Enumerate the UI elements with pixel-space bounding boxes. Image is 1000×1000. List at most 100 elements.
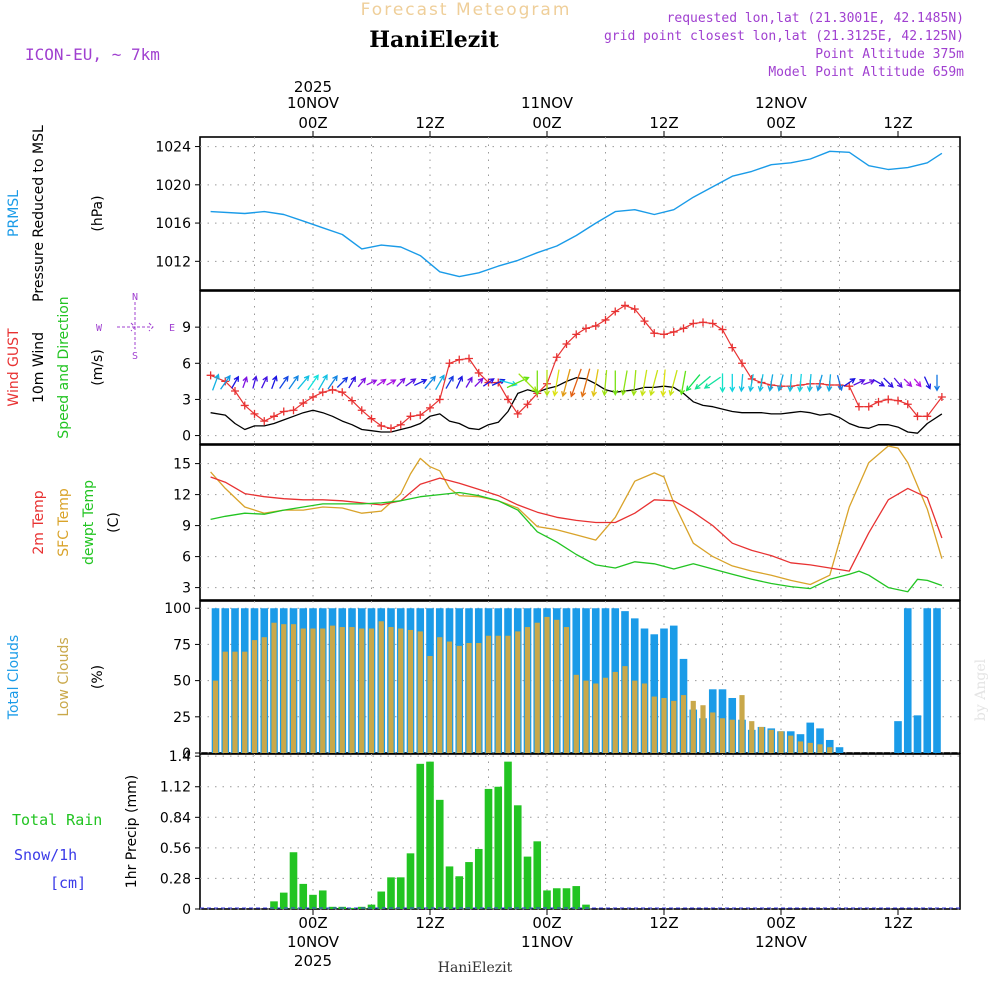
low-cloud-bar: [797, 741, 804, 753]
top-time-label: 12Z: [883, 114, 912, 132]
rain-bar: [523, 856, 532, 909]
low-cloud-bar: [310, 628, 316, 753]
panel-ylabel: 10m Wind: [31, 332, 47, 403]
gust-marker: [884, 395, 893, 404]
grid-point-coords: grid point closest lon,lat (21.3125E, 42…: [604, 29, 964, 44]
gust-marker: [387, 424, 395, 433]
total-cloud-bar: [913, 715, 922, 753]
low-cloud-bar: [817, 744, 823, 753]
wind-direction-arrow: [297, 375, 310, 390]
low-cloud-bar: [554, 619, 560, 753]
gust-marker: [513, 409, 522, 418]
wind-direction-arrow: [348, 375, 356, 389]
low-cloud-bar: [700, 705, 706, 753]
compass-e: E: [169, 323, 175, 334]
pressure-line: [210, 150, 943, 278]
top-time-label: 00Z: [298, 114, 327, 132]
y-tick-label: 15: [173, 457, 191, 473]
gust-marker: [601, 315, 610, 324]
compass-w: W: [96, 323, 103, 334]
wind-direction-arrow: [580, 368, 591, 398]
total-cloud-bar: [903, 608, 912, 753]
low-cloud-bar: [466, 642, 472, 753]
gust-marker: [279, 407, 288, 416]
y-tick-label: 0: [182, 746, 191, 762]
gust-marker: [416, 411, 425, 420]
rain-bar: [435, 799, 444, 909]
total-cloud-bar: [923, 608, 932, 753]
low-cloud-bar: [378, 621, 384, 753]
rain-bar: [270, 901, 278, 909]
top-time-label: 12NOV: [755, 94, 808, 112]
wind-direction-arrow: [465, 376, 473, 388]
wind-direction-arrow: [836, 375, 844, 392]
y-tick-label: 6: [182, 356, 191, 372]
low-cloud-bar: [641, 683, 648, 753]
gust-marker: [289, 406, 298, 415]
y-tick-label: 6: [182, 550, 191, 566]
gust-marker: [894, 396, 902, 405]
wind-direction-arrow: [435, 374, 445, 391]
gust-marker: [630, 305, 639, 314]
gust-marker: [231, 386, 239, 395]
wind-direction-arrow: [231, 375, 239, 389]
bottom-time-label: 00Z: [766, 914, 795, 932]
gust-marker: [728, 343, 737, 352]
wind-direction-arrow: [317, 374, 328, 391]
y-tick-label: 75: [173, 637, 191, 653]
gust-marker: [718, 325, 727, 334]
total-cloud-bar: [660, 628, 668, 753]
top-time-label: 00Z: [766, 114, 795, 132]
top-time-label: 10NOV: [287, 94, 340, 112]
wind-direction-arrow: [757, 374, 764, 393]
wind-direction-arrow: [777, 374, 784, 392]
gust-marker: [474, 368, 483, 377]
rain-bar: [309, 894, 317, 909]
panel-plot-area: [210, 445, 943, 593]
rain-bar: [406, 853, 415, 909]
wind-direction-arrow: [405, 378, 417, 387]
bottom-time-label: 10NOV: [287, 933, 340, 951]
wind-direction-arrow: [271, 375, 278, 390]
panel-unit: (%): [90, 665, 106, 689]
rain-bar: [348, 907, 356, 909]
footer-location: HaniElezit: [438, 960, 513, 976]
gust-marker: [689, 319, 698, 328]
dewpoint-line: [210, 491, 943, 593]
gust-marker: [426, 403, 434, 412]
wind-direction-arrow: [660, 369, 667, 397]
low-cloud-bar: [446, 641, 453, 753]
panel-unit: (m/s): [90, 349, 106, 386]
low-cloud-bar: [339, 627, 345, 753]
wind-direction-arrow: [552, 369, 560, 397]
gust-marker: [206, 371, 215, 380]
low-cloud-bar: [651, 696, 657, 753]
temp-2m-line: [210, 476, 943, 572]
gust-line: [210, 304, 943, 429]
low-cloud-bar: [349, 627, 355, 753]
low-cloud-bar: [671, 700, 677, 753]
rain-bar: [513, 805, 522, 909]
top-time-label: 00Z: [532, 114, 561, 132]
wind-direction-arrow: [685, 374, 701, 392]
rain-bar: [465, 862, 473, 909]
wind-direction-arrow: [612, 370, 619, 396]
rain-bar: [396, 877, 405, 909]
wind-direction-arrow: [679, 370, 687, 396]
rain-bar: [562, 888, 571, 909]
wind-direction-arrow: [843, 378, 856, 387]
wind-direction-arrow: [903, 378, 913, 388]
panel-plot-area: [200, 761, 960, 909]
wind-direction-arrow: [288, 375, 299, 390]
wind-direction-arrow: [816, 374, 823, 392]
y-tick-label: 0.28: [160, 871, 191, 887]
panel-ylabel: Total Clouds: [6, 635, 22, 720]
low-cloud-bar: [622, 666, 628, 753]
y-tick-label: 0.56: [160, 841, 191, 857]
wind-direction-arrow: [445, 375, 454, 389]
wind-direction-arrow: [694, 375, 711, 390]
low-cloud-bar: [632, 680, 638, 753]
bottom-time-label: 00Z: [532, 914, 561, 932]
wind-direction-arrow: [569, 368, 582, 398]
